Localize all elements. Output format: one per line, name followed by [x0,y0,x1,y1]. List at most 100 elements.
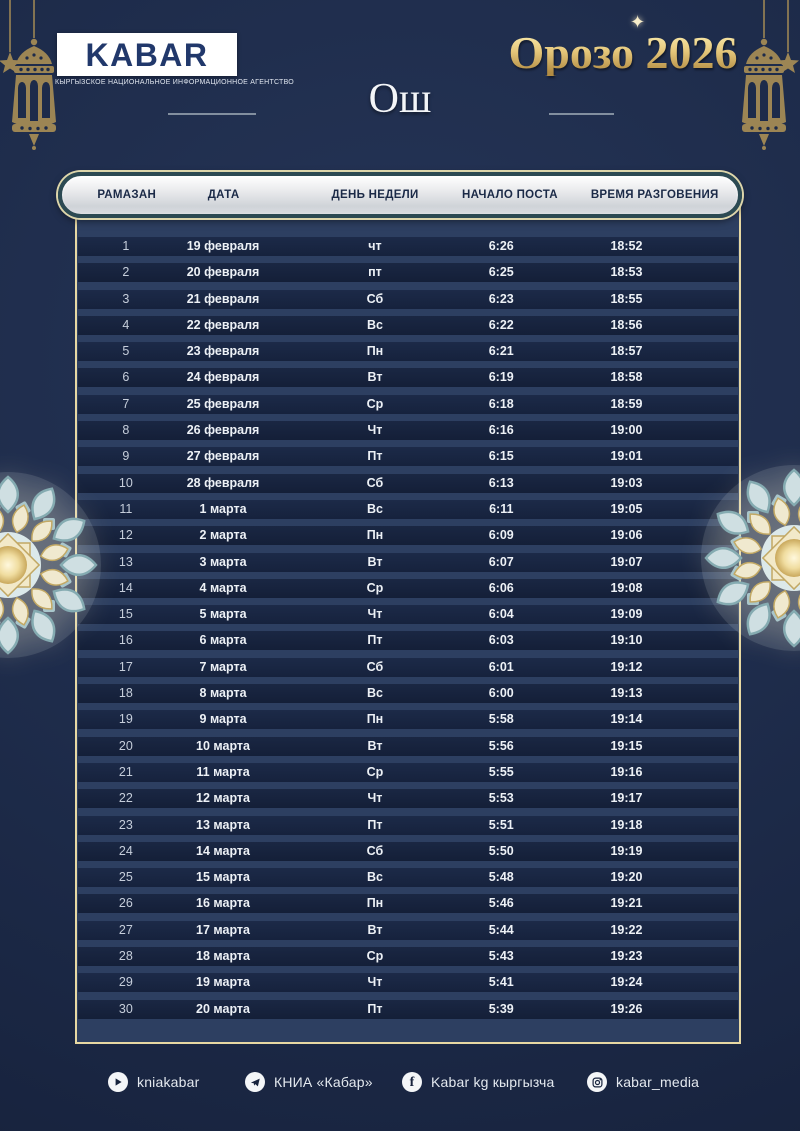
cell-weekday: Вт [367,738,383,753]
table-row: 10 28 февраля Сб 6:13 19:03 [78,473,738,493]
social-handle: Kabar kg кыргызча [431,1074,555,1090]
cell-iftar-time: 19:23 [610,949,643,964]
table-row: 28 18 марта Ср 5:43 19:23 [78,947,738,967]
lantern-icon [0,0,56,150]
cell-iftar-time: 19:06 [610,528,643,543]
cell-ramadan-day: 7 [122,396,130,411]
cell-fast-start: 6:09 [488,528,514,543]
cell-iftar-time: 19:24 [610,975,643,990]
cell-date: 1 марта [199,501,247,516]
cell-date: 4 марта [199,580,247,595]
cell-fast-start: 6:13 [488,475,514,490]
cell-date: 9 марта [199,712,247,727]
cell-iftar-time: 19:18 [610,817,643,832]
cell-date: 15 марта [196,870,251,885]
cell-fast-start: 6:01 [488,659,514,674]
cell-fast-start: 6:22 [488,317,514,332]
cell-iftar-time: 18:52 [610,239,643,253]
social-link-youtube[interactable]: kniakabar [108,1072,200,1092]
table-row: 11 1 марта Вс 6:11 19:05 [78,499,738,519]
social-handle: kabar_media [616,1074,700,1090]
kabar-logo-text: KABAR [85,36,209,73]
cell-ramadan-day: 5 [122,344,130,359]
cell-fast-start: 6:25 [488,265,514,280]
cell-weekday: Сб [366,843,384,858]
cell-iftar-time: 18:53 [610,265,643,280]
cell-date: 26 февраля [186,423,260,438]
cell-ramadan-day: 30 [118,1001,133,1016]
cell-iftar-time: 19:09 [610,607,643,622]
table-row: 9 27 февраля Пт 6:15 19:01 [78,447,738,467]
cell-iftar-time: 19:10 [610,633,643,648]
cell-date: 19 февраля [186,239,260,253]
cell-ramadan-day: 14 [118,580,133,595]
table-row: 25 15 марта Вс 5:48 19:20 [78,868,738,888]
cell-date: 13 марта [196,817,251,832]
cell-date: 23 февраля [186,344,260,359]
cell-weekday: Вт [367,554,383,569]
cell-ramadan-day: 24 [118,843,133,858]
table-row: 1 19 февраля чт 6:26 18:52 [78,237,738,256]
cell-ramadan-day: 18 [118,686,133,701]
footer-social-bar: kniakabar КНИА «Кабар» f Kabar kg кыргыз… [0,1072,800,1104]
cell-fast-start: 5:51 [488,817,514,832]
cell-iftar-time: 18:56 [610,317,643,332]
telegram-icon [245,1072,265,1092]
cell-iftar-time: 19:20 [610,870,643,885]
cell-ramadan-day: 9 [122,449,130,464]
cell-weekday: Пт [367,1001,383,1016]
social-link-instagram[interactable]: kabar_media [587,1072,699,1092]
social-handle: КНИА «Кабар» [274,1074,373,1090]
cell-ramadan-day: 3 [122,291,130,306]
cell-fast-start: 6:21 [488,344,514,359]
cell-date: 6 марта [199,633,247,648]
cell-date: 14 марта [196,843,251,858]
cell-date: 5 марта [199,607,247,622]
table-row: 3 21 февраля Сб 6:23 18:55 [78,289,738,309]
cell-fast-start: 6:06 [488,580,514,595]
cell-fast-start: 5:39 [488,1001,514,1016]
cell-ramadan-day: 23 [118,817,133,832]
cell-ramadan-day: 15 [118,607,133,622]
table-row: 5 23 февраля Пн 6:21 18:57 [78,342,738,362]
table-row: 21 11 марта Ср 5:55 19:16 [78,762,738,782]
cell-weekday: пт [368,265,382,280]
cell-weekday: Ср [366,949,384,964]
column-header-ramadan: РАМАЗАН [97,189,157,201]
cell-iftar-time: 19:13 [610,686,643,701]
table-row: 14 4 марта Ср 6:06 19:08 [78,578,738,598]
cell-date: 2 марта [199,528,247,543]
cell-iftar-time: 19:22 [610,922,643,937]
cell-weekday: Чт [367,423,383,438]
cell-ramadan-day: 26 [118,896,133,911]
cell-weekday: Пн [366,528,384,543]
instagram-icon [587,1072,607,1092]
cell-weekday: Вс [366,870,383,885]
column-header-date: ДАТА [207,189,240,201]
social-link-telegram[interactable]: КНИА «Кабар» [245,1072,373,1092]
cell-iftar-time: 19:03 [610,475,643,490]
cell-fast-start: 6:23 [488,291,514,306]
social-link-facebook[interactable]: f Kabar kg кыргызча [402,1072,555,1092]
cell-weekday: Пн [366,344,384,359]
cell-fast-start: 5:55 [488,764,514,779]
table-row: 27 17 марта Вт 5:44 19:22 [78,920,738,940]
cell-fast-start: 5:53 [488,791,514,806]
table-row: 30 20 марта Пт 5:39 19:26 [78,999,738,1019]
cell-iftar-time: 19:17 [610,791,643,806]
table-row: 13 3 марта Вт 6:07 19:07 [78,552,738,572]
table-row: 17 7 марта Сб 6:01 19:12 [78,657,738,677]
cell-fast-start: 5:50 [488,843,514,858]
cell-iftar-time: 19:16 [610,764,643,779]
cell-ramadan-day: 8 [122,423,130,438]
cell-fast-start: 6:26 [488,239,514,253]
table-row: 20 10 марта Вт 5:56 19:15 [78,736,738,756]
table-row: 8 26 февраля Чт 6:16 19:00 [78,421,738,441]
table-row: 26 16 марта Пн 5:46 19:21 [78,894,738,914]
cell-date: 22 февраля [186,317,260,332]
cell-iftar-time: 18:58 [610,370,643,385]
cell-date: 20 марта [196,1001,251,1016]
cell-iftar-time: 19:14 [610,712,643,727]
cell-ramadan-day: 19 [118,712,133,727]
timetable-header: РАМАЗАН ДАТА ДЕНЬ НЕДЕЛИ НАЧАЛО ПОСТА ВР… [58,172,742,218]
